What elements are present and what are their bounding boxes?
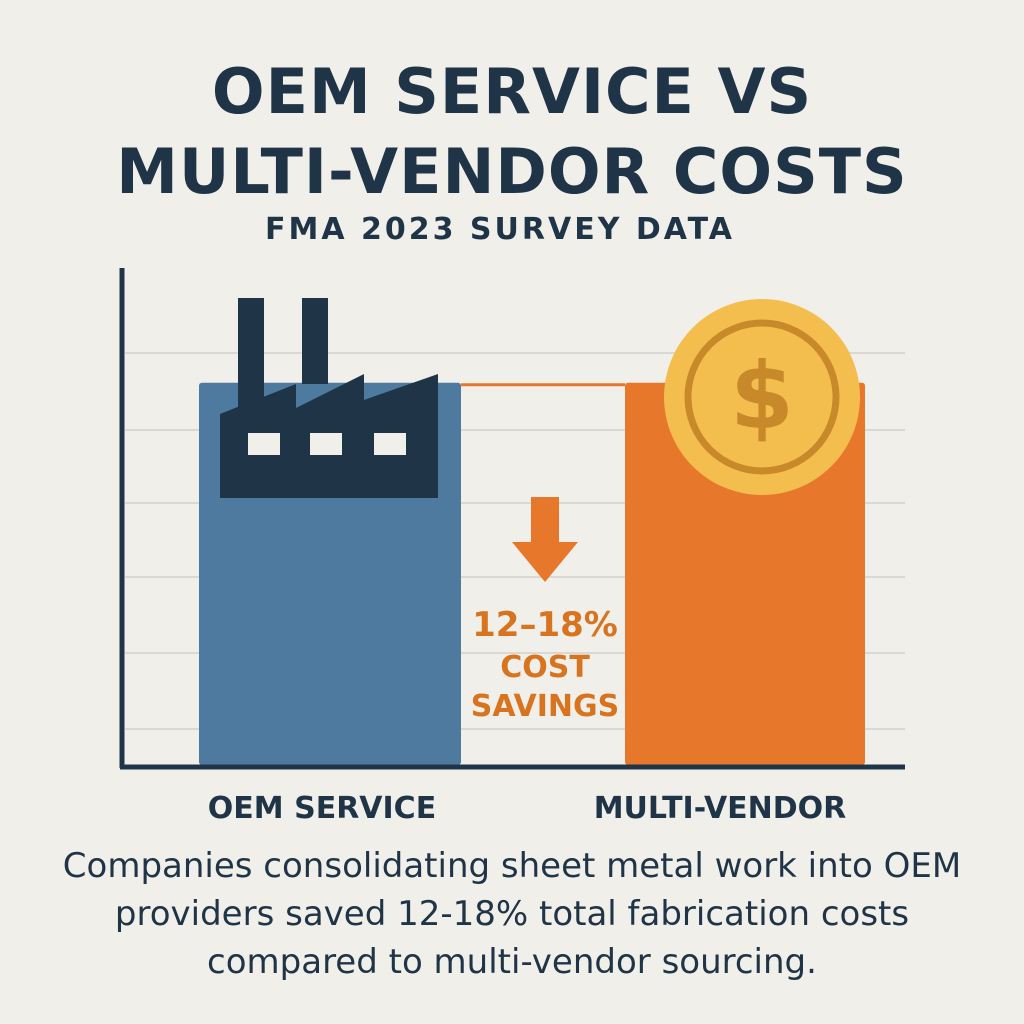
chart-title: OEM SERVICE VS MULTI-VENDOR COSTS bbox=[0, 52, 1024, 212]
down-arrow-icon bbox=[512, 497, 578, 582]
chart-title-line-1: OEM SERVICE VS bbox=[211, 55, 813, 128]
caption-text: Companies consolidating sheet metal work… bbox=[62, 846, 962, 982]
chart-title-line-2: MULTI-VENDOR COSTS bbox=[116, 135, 908, 208]
x-tick-label-oem-service: OEM SERVICE bbox=[208, 791, 436, 826]
savings-annotation-cost: COST bbox=[500, 650, 590, 685]
savings-annotation-percent: 12–18% bbox=[472, 605, 618, 645]
factory-icon bbox=[220, 298, 438, 498]
dollar-coin-icon: $ bbox=[664, 299, 860, 495]
x-tick-label-multi-vendor: MULTI-VENDOR bbox=[594, 791, 847, 826]
svg-text:$: $ bbox=[730, 343, 794, 450]
savings-annotation-savings: SAVINGS bbox=[471, 689, 620, 724]
chart-subtitle: FMA 2023 SURVEY DATA bbox=[264, 212, 736, 247]
